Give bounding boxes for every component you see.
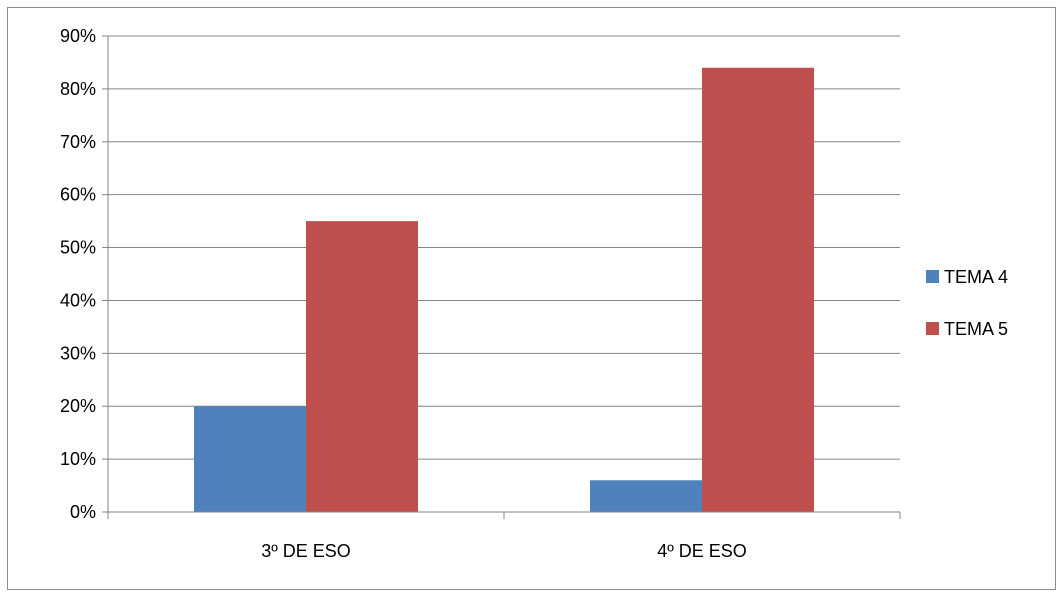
axes	[102, 35, 901, 519]
axis-labels: 0% 10% 20% 30% 40% 50% 60% 70% 80% 90% 3º DE ESO 4º…	[60, 26, 747, 561]
y-tick-label: 30%	[60, 343, 96, 363]
y-tick-label: 20%	[60, 396, 96, 416]
legend: TEMA 4 TEMA 5	[926, 267, 1008, 339]
y-tick-label: 90%	[60, 26, 96, 46]
x-category-label: 3º DE ESO	[261, 541, 351, 561]
bar-tema-4	[590, 480, 702, 512]
legend-label: TEMA 4	[944, 267, 1008, 287]
y-tick-label: 60%	[60, 185, 96, 205]
bar-tema-5	[702, 67, 814, 512]
y-tick-label: 40%	[60, 290, 96, 310]
bar-tema-4	[194, 406, 306, 512]
y-tick-label: 10%	[60, 449, 96, 469]
y-tick-label: 0%	[70, 502, 96, 522]
x-category-label: 4º DE ESO	[657, 541, 747, 561]
legend-label: TEMA 5	[944, 319, 1008, 339]
legend-swatch	[926, 322, 939, 335]
y-tick-label: 70%	[60, 132, 96, 152]
bars	[194, 67, 814, 512]
y-tick-label: 80%	[60, 79, 96, 99]
legend-swatch	[926, 270, 939, 283]
chart-frame	[7, 7, 1056, 590]
y-tick-label: 50%	[60, 238, 96, 258]
bar-tema-5	[306, 221, 418, 512]
